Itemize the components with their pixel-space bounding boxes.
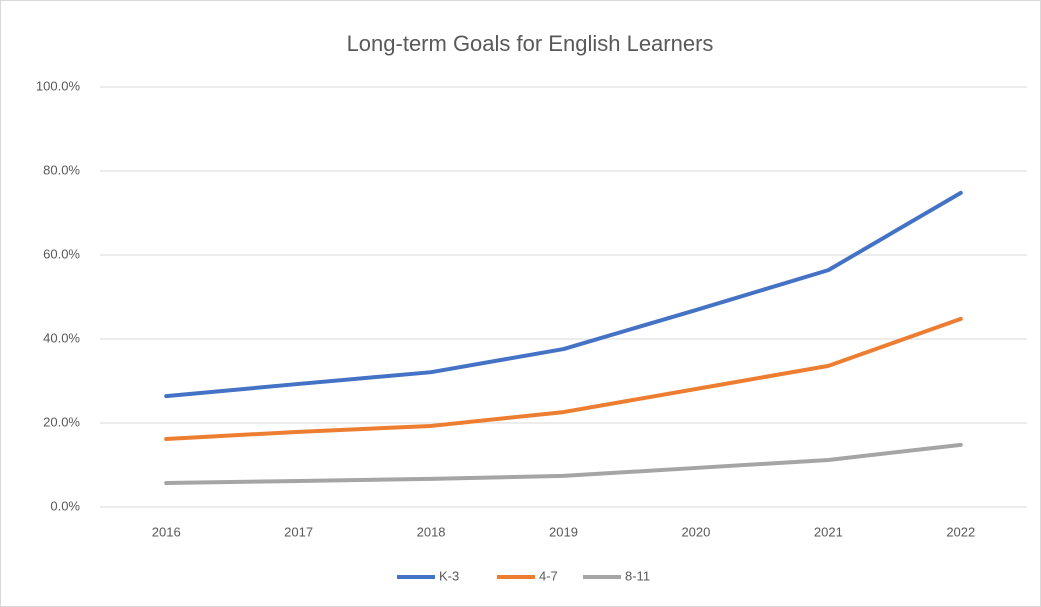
series-line [164, 190, 963, 399]
x-tick-label: 2017 [284, 524, 313, 539]
series-line [164, 316, 963, 441]
chart-title: Long-term Goals for English Learners [347, 31, 714, 56]
legend-label: K-3 [439, 568, 459, 583]
y-tick-label: 100.0% [36, 78, 81, 93]
x-tick-label: 2022 [946, 524, 975, 539]
y-tick-label: 0.0% [50, 498, 80, 513]
y-tick-label: 40.0% [43, 330, 80, 345]
x-tick-label: 2016 [152, 524, 181, 539]
y-tick-label: 20.0% [43, 414, 80, 429]
legend-label: 4-7 [539, 568, 558, 583]
x-tick-label: 2018 [417, 524, 446, 539]
x-tick-label: 2021 [814, 524, 843, 539]
x-tick-label: 2019 [549, 524, 578, 539]
x-tick-label: 2020 [681, 524, 710, 539]
legend-label: 8-11 [625, 568, 650, 583]
y-tick-label: 80.0% [43, 162, 80, 177]
y-tick-label: 60.0% [43, 246, 80, 261]
series-line [164, 442, 963, 486]
